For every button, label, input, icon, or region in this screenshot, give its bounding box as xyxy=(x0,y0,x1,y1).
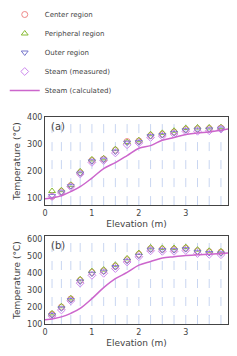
svg-text:2: 2 xyxy=(136,328,141,337)
svg-text:Peripheral region: Peripheral region xyxy=(45,30,105,38)
svg-text:Steam (measured): Steam (measured) xyxy=(45,68,111,76)
svg-text:400: 400 xyxy=(27,113,42,122)
svg-text:600: 600 xyxy=(27,235,42,244)
svg-text:200: 200 xyxy=(27,167,42,176)
svg-text:Outer region: Outer region xyxy=(45,49,89,57)
svg-text:Elevation (m): Elevation (m) xyxy=(106,338,166,348)
svg-text:Steam (calculated): Steam (calculated) xyxy=(45,87,112,95)
svg-text:500: 500 xyxy=(27,252,42,261)
svg-text:Elevation (m): Elevation (m) xyxy=(106,219,166,229)
svg-text:Temperature (°C): Temperature (°C) xyxy=(12,122,22,201)
svg-text:(b): (b) xyxy=(51,240,65,251)
svg-text:0: 0 xyxy=(42,209,47,218)
svg-text:100: 100 xyxy=(27,320,42,329)
svg-text:(a): (a) xyxy=(51,121,65,132)
svg-text:Temperature (°C): Temperature (°C) xyxy=(12,241,22,320)
svg-text:300: 300 xyxy=(27,140,42,149)
svg-text:400: 400 xyxy=(27,269,42,278)
svg-text:2: 2 xyxy=(136,209,141,218)
svg-text:100: 100 xyxy=(27,194,42,203)
svg-text:3: 3 xyxy=(183,209,188,218)
svg-text:200: 200 xyxy=(27,303,42,312)
svg-text:0: 0 xyxy=(42,328,47,337)
svg-text:1: 1 xyxy=(89,209,94,218)
svg-text:Center region: Center region xyxy=(45,11,93,19)
svg-text:3: 3 xyxy=(183,328,188,337)
svg-text:300: 300 xyxy=(27,286,42,295)
svg-text:1: 1 xyxy=(89,328,94,337)
